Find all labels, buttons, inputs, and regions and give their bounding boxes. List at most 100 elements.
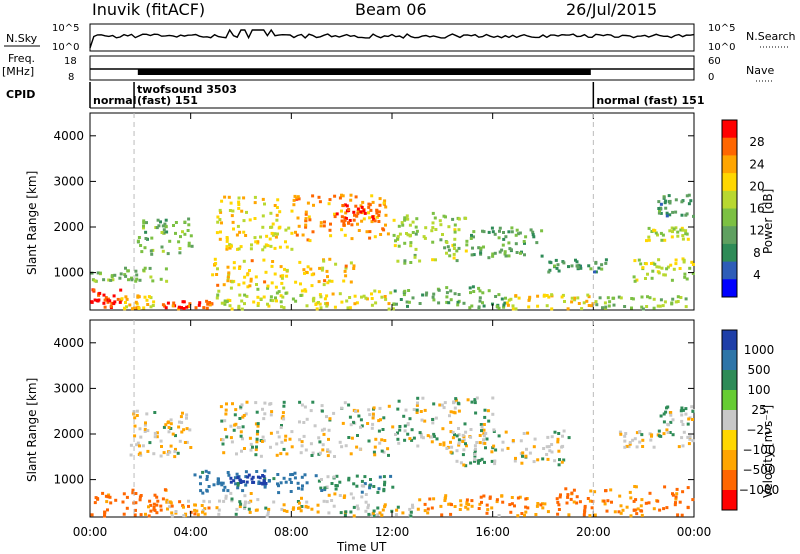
velocity-cell	[320, 478, 323, 481]
velocity-cell	[567, 436, 571, 440]
velocity-cell	[410, 428, 414, 432]
velocity-cell	[659, 414, 663, 418]
velocity-cell	[306, 505, 310, 509]
power-cell	[654, 231, 658, 235]
power-cell	[126, 269, 130, 273]
velocity-cell	[686, 435, 690, 439]
velocity-cell	[368, 484, 372, 488]
power-cell	[670, 301, 674, 305]
velocity-cell	[553, 459, 557, 463]
velocity-colorbar-swatch	[722, 490, 737, 511]
velocity-cell	[235, 472, 239, 476]
velocity-cell	[332, 475, 336, 479]
power-cell	[259, 235, 262, 239]
velocity-cell	[363, 482, 367, 486]
velocity-cell	[298, 438, 302, 442]
power-cell	[228, 304, 232, 308]
power-cell	[273, 272, 277, 276]
velocity-cell	[243, 494, 247, 498]
velocity-cell	[321, 443, 325, 447]
power-cell	[425, 291, 429, 295]
velocity-colorbar-swatch	[722, 330, 737, 351]
velocity-cell	[223, 485, 227, 489]
velocity-cell	[178, 500, 182, 504]
power-cell	[349, 280, 353, 284]
power-cell	[307, 215, 311, 219]
velocity-cell	[541, 457, 545, 461]
velocity-cell	[279, 426, 283, 429]
velocity-cell	[138, 495, 142, 499]
velocity-cell	[185, 440, 189, 444]
power-cell	[470, 304, 474, 308]
power-cell	[271, 260, 275, 263]
velocity-cell	[257, 482, 261, 485]
velocity-cell	[416, 507, 420, 511]
velocity-cell	[282, 447, 286, 451]
velocity-cell	[545, 453, 549, 456]
power-cell	[333, 194, 337, 198]
power-cell	[398, 232, 402, 236]
velocity-cell	[432, 434, 436, 438]
velocity-cell	[298, 400, 302, 404]
power-cell	[228, 299, 232, 302]
velocity-cell	[634, 485, 638, 489]
power-cell	[519, 251, 522, 255]
power-cell	[536, 304, 540, 308]
velocity-cell	[513, 459, 517, 463]
power-cell	[215, 231, 219, 235]
power-cell	[550, 293, 554, 297]
velocity-cell	[443, 496, 447, 500]
power-cell	[218, 208, 222, 212]
power-cell	[242, 259, 246, 263]
power-cell	[304, 225, 308, 229]
velocity-colorbar-swatch	[722, 370, 737, 391]
power-cell	[341, 194, 345, 198]
velocity-cell	[239, 434, 243, 438]
velocity-cell	[628, 441, 632, 444]
velocity-cell	[185, 416, 188, 420]
velocity-cell	[469, 428, 473, 431]
velocity-cell	[675, 492, 679, 496]
power-cell	[663, 238, 667, 242]
power-cell	[327, 279, 331, 283]
velocity-cell	[167, 426, 171, 429]
power-cell	[447, 225, 451, 229]
power-cell	[270, 231, 274, 235]
power-cell	[107, 278, 111, 282]
power-cell	[130, 276, 133, 280]
velocity-cell	[475, 441, 479, 444]
power-cell	[515, 228, 519, 232]
velocity-cell	[170, 511, 174, 515]
velocity-cell	[448, 414, 451, 418]
velocity-cell	[155, 495, 159, 499]
power-cell	[659, 231, 663, 235]
velocity-cell	[473, 458, 477, 461]
power-cell	[350, 223, 354, 227]
power-cell	[360, 205, 364, 209]
power-cell	[112, 302, 116, 306]
power-cell	[282, 306, 286, 310]
power-cell	[266, 302, 269, 306]
power-cell	[514, 294, 518, 298]
power-cell	[384, 223, 387, 227]
power-cell	[431, 226, 435, 230]
power-cell	[229, 286, 233, 290]
velocity-cell	[500, 494, 504, 498]
velocity-cell	[251, 475, 255, 479]
power-cell	[318, 266, 322, 270]
power-cell	[670, 278, 674, 282]
velocity-cell	[357, 414, 361, 418]
velocity-cell	[330, 499, 334, 502]
velocity-cell	[431, 421, 435, 425]
power-cell	[352, 210, 356, 214]
power-cell	[263, 245, 267, 249]
power-cell	[238, 230, 242, 234]
velocity-cell	[396, 407, 400, 411]
velocity-cell	[406, 432, 410, 436]
power-cell	[134, 279, 138, 283]
velocity-cell	[249, 442, 253, 446]
velocity-cell	[687, 417, 691, 421]
y-tick-label: 2000	[53, 220, 84, 234]
velocity-cell	[122, 512, 126, 516]
power-cell	[297, 197, 301, 201]
